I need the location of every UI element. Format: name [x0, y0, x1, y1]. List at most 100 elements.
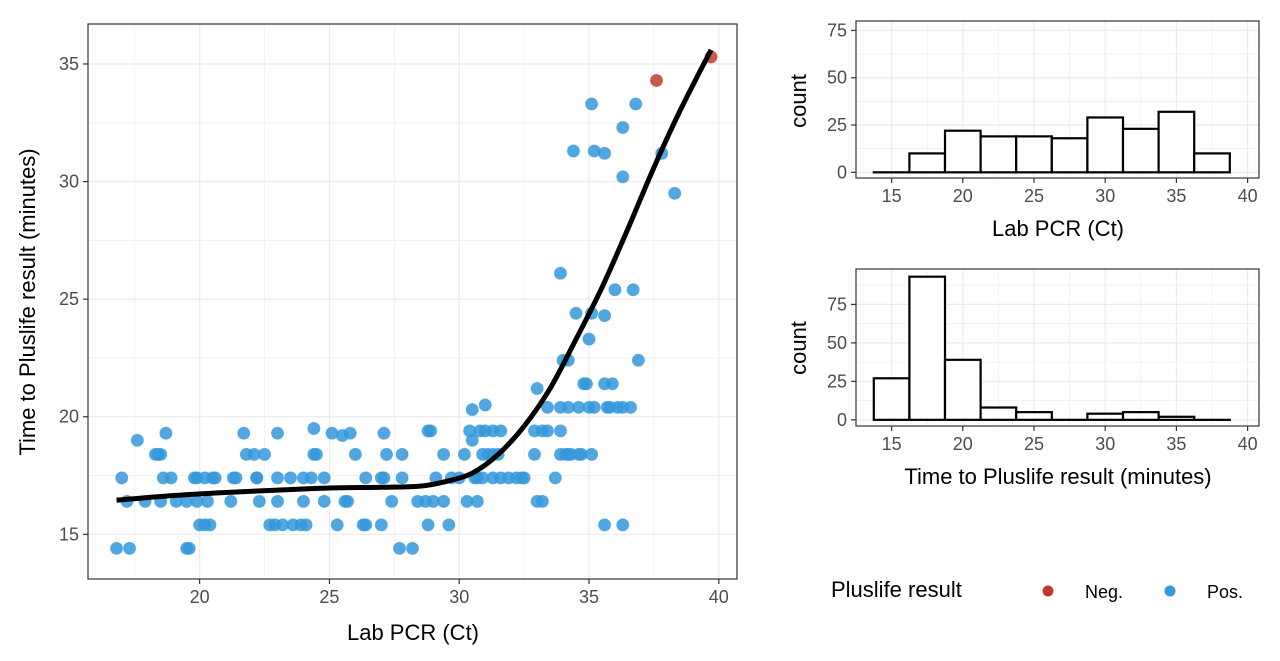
histogram-bar: [1015, 411, 1053, 421]
x-tick-label: 35: [1166, 434, 1186, 454]
scatter-point-positive: [530, 382, 544, 396]
scatter-point-positive: [200, 494, 214, 508]
histogram-lab-pcr-y-axis: 0 25 50 75: [827, 20, 856, 182]
legend-key-pos: [1164, 585, 1176, 597]
scatter-point-positive: [624, 400, 638, 414]
x-tick-label: 40: [1238, 186, 1258, 206]
scatter-point-positive: [159, 426, 173, 440]
legend-label-neg: Neg.: [1085, 582, 1123, 602]
scatter-point-positive: [203, 518, 217, 532]
scatter-point-positive: [130, 433, 144, 447]
histogram-time-y-axis: 0 25 50 75: [827, 294, 856, 430]
x-tick-label: 30: [1095, 186, 1115, 206]
y-tick-label: 0: [837, 410, 847, 430]
scatter-point-positive: [380, 447, 394, 461]
histogram-bar: [1050, 137, 1089, 174]
scatter-point-positive: [374, 518, 388, 532]
histogram-bar: [1193, 152, 1231, 174]
scatter-point-positive: [317, 494, 331, 508]
scatter-point-positive: [631, 353, 645, 367]
y-tick-label: 75: [827, 20, 847, 40]
x-tick-label: 20: [953, 434, 973, 454]
scatter-point-positive: [540, 400, 554, 414]
histogram-bar: [943, 129, 982, 174]
scatter-point-positive: [605, 377, 619, 391]
scatter-point-positive: [395, 447, 409, 461]
scatter-point-positive: [224, 494, 238, 508]
scatter-y-axis-title: Time to Pluslife result (minutes): [15, 148, 40, 455]
y-tick-label: 25: [827, 115, 847, 135]
scatter-point-positive: [406, 541, 419, 555]
histogram-lab-pcr-x-axis-title: Lab PCR (Ct): [992, 216, 1124, 241]
scatter-point-positive: [377, 471, 391, 485]
histogram-bar: [1157, 415, 1196, 421]
scatter-plot: 20 25 30 35 40 15 20 25 30 35 Lab PCR (Ct) Time …: [15, 23, 738, 645]
x-tick-label: 40: [1238, 434, 1258, 454]
histogram-bar: [1015, 135, 1053, 174]
scatter-point-positive: [608, 283, 622, 297]
histogram-bar: [1121, 127, 1160, 174]
histogram-bar: [1121, 411, 1160, 421]
scatter-point-positive: [587, 400, 601, 414]
scatter-point-positive: [393, 541, 407, 555]
scatter-point-positive: [115, 471, 129, 485]
scatter-point-positive: [296, 494, 310, 508]
scatter-point-positive: [283, 471, 297, 485]
scatter-point-positive: [304, 471, 318, 485]
scatter-point-positive: [457, 447, 471, 461]
histogram-time-border: [855, 268, 1260, 427]
scatter-point-positive: [465, 403, 479, 417]
x-tick-label: 25: [319, 587, 339, 607]
scatter-point-positive: [317, 471, 331, 485]
y-tick-label: 0: [837, 162, 847, 182]
scatter-point-positive: [616, 170, 630, 184]
y-tick-label: 25: [827, 371, 847, 391]
scatter-point-positive: [271, 426, 285, 440]
x-tick-label: 25: [1024, 186, 1044, 206]
scatter-panel-border: [87, 23, 738, 580]
scatter-point-positive: [528, 447, 542, 461]
scatter-point-positive: [182, 541, 196, 555]
legend: Pluslife result Neg. Pos.: [831, 577, 1243, 602]
scatter-point-positive: [540, 424, 554, 438]
histogram-lab-pcr-x-axis: 15 20 25 30 35 40: [882, 178, 1258, 206]
scatter-point-positive: [359, 518, 373, 532]
scatter-point-positive: [598, 309, 612, 323]
histogram-bar: [1157, 110, 1196, 174]
smooth-trend-line: [116, 48, 714, 503]
y-tick-label: 20: [59, 407, 79, 427]
x-tick-label: 40: [709, 587, 729, 607]
scatter-point-positive: [478, 398, 492, 412]
histogram-bar: [943, 358, 982, 421]
x-tick-label: 15: [882, 434, 902, 454]
scatter-point-negative: [650, 73, 664, 87]
scatter-point-positive: [154, 447, 168, 461]
scatter-point-positive: [585, 97, 599, 111]
scatter-point-positive: [616, 120, 630, 134]
scatter-point-positive: [258, 447, 272, 461]
x-tick-label: 25: [1024, 434, 1044, 454]
x-tick-label: 30: [449, 587, 469, 607]
scatter-point-positive: [598, 146, 612, 160]
histogram-time-x-axis: 15 20 25 30 35 40: [882, 426, 1258, 454]
histogram-bar: [1086, 116, 1125, 174]
scatter-x-axis: 20 25 30 35 40: [190, 579, 729, 607]
scatter-point-positive: [626, 283, 640, 297]
scatter-point-positive: [598, 518, 612, 532]
scatter-point-positive: [569, 306, 583, 320]
scatter-point-positive: [437, 447, 451, 461]
scatter-point-positive: [535, 494, 549, 508]
scatter-point-positive: [629, 97, 643, 111]
scatter-point-positive: [421, 518, 435, 532]
histogram-lab-pcr: 15 20 25 30 35 40 0 25 50 75 Lab PCR (Ct) count: [786, 20, 1260, 241]
y-tick-label: 35: [59, 54, 79, 74]
scatter-point-positive: [164, 471, 178, 485]
scatter-point-positive: [252, 494, 266, 508]
scatter-point-positive: [123, 541, 137, 555]
scatter-point-positive: [208, 471, 222, 485]
x-tick-label: 30: [1095, 434, 1115, 454]
x-tick-label: 35: [1166, 186, 1186, 206]
histogram-bar: [872, 377, 911, 421]
scatter-point-positive: [465, 433, 479, 447]
